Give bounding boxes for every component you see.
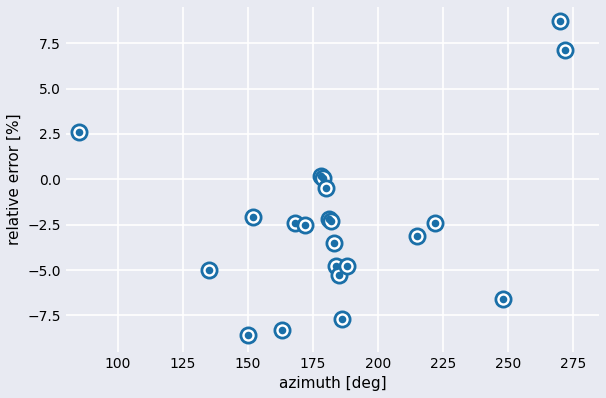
Point (319, 175, 328, 181)
Point (337, 316, 347, 322)
Point (337, 316, 347, 322)
Point (326, 218, 336, 224)
Point (334, 272, 344, 279)
Point (277, 327, 287, 333)
Point (331, 263, 341, 269)
Point (561, 47, 570, 54)
Point (277, 327, 287, 333)
Point (243, 332, 253, 338)
X-axis label: azimuth [deg]: azimuth [deg] (279, 376, 386, 391)
Point (204, 267, 214, 273)
Point (555, 18, 565, 25)
Point (321, 185, 331, 191)
Point (412, 232, 422, 239)
Point (248, 214, 258, 220)
Point (321, 185, 331, 191)
Point (334, 272, 344, 279)
Point (290, 220, 299, 226)
Point (74, 129, 84, 135)
Point (74, 129, 84, 135)
Point (342, 263, 351, 269)
Point (342, 263, 351, 269)
Point (331, 263, 341, 269)
Point (329, 240, 339, 246)
Point (301, 221, 310, 228)
Point (324, 216, 333, 222)
Y-axis label: relative error [%]: relative error [%] (7, 113, 22, 245)
Point (430, 220, 440, 226)
Point (324, 216, 333, 222)
Point (204, 267, 214, 273)
Point (248, 214, 258, 220)
Point (329, 240, 339, 246)
Point (555, 18, 565, 25)
Point (319, 175, 328, 181)
Point (290, 220, 299, 226)
Point (498, 296, 508, 302)
Point (412, 232, 422, 239)
Point (561, 47, 570, 54)
Point (316, 172, 325, 179)
Point (326, 218, 336, 224)
Point (301, 221, 310, 228)
Point (243, 332, 253, 338)
Point (498, 296, 508, 302)
Point (316, 172, 325, 179)
Point (430, 220, 440, 226)
